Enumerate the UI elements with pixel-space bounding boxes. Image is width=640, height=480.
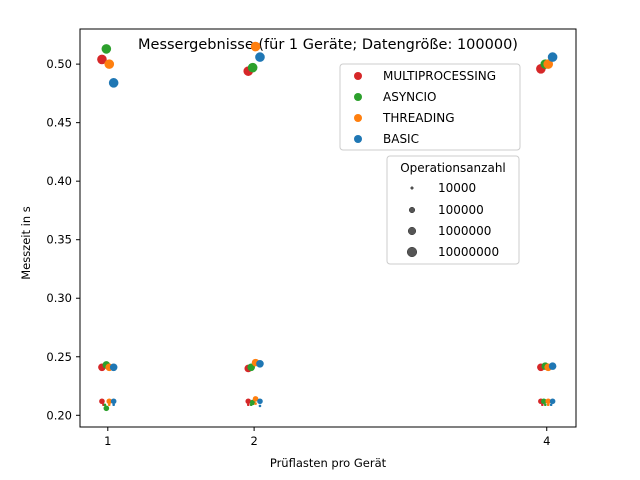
size-legend-marker-2 [407,226,417,236]
data-point-threading [104,59,115,69]
legend-label-0: MULTIPROCESSING [383,69,496,83]
x-axis-label: Prüflasten pro Gerät [270,456,387,470]
size-legend-label-0: 10000 [438,181,476,195]
data-point-multiprocessing [99,398,105,405]
data-point-basic [110,398,117,405]
series-legend-box [339,63,521,151]
size-legend-marker-3 [406,246,418,258]
data-point-multiprocessing [245,398,252,405]
data-point-threading [546,403,550,407]
size-legend-marker-0 [410,186,414,190]
x-axis: 1 2 4 [104,427,550,448]
data-point-asyncio [249,403,253,407]
size-legend-title: Operationsanzahl [400,161,506,175]
size-legend-marker-1 [408,206,416,214]
data-point-threading [250,41,261,52]
y-tick-label: 0.20 [46,408,72,422]
data-point-basic [256,359,264,368]
y-axis: 0.20 0.25 0.30 0.35 0.40 0.45 0.50 [46,57,80,422]
size-legend-label-2: 1000000 [438,224,491,238]
data-point-multiprocessing [541,403,544,407]
data-point-asyncio [247,62,258,73]
y-tick-label: 0.35 [46,233,72,247]
data-point-threading [107,403,111,407]
data-point-threading [543,59,554,69]
data-point-basic [257,398,263,405]
data-point-basic [549,403,553,407]
y-tick-label: 0.40 [46,174,72,188]
data-point-multiprocessing [97,54,107,65]
data-point-basic [108,78,119,88]
data-point-threading [106,398,113,405]
data-point-threading [252,396,259,402]
plot-frame [79,28,577,428]
data-point-threading [254,402,257,405]
data-point-multiprocessing [246,403,250,407]
size-legend-label-1: 100000 [438,203,484,217]
x-tick-label: 2 [250,434,257,448]
legend-label-1: ASYNCIO [383,90,437,104]
y-tick-label: 0.45 [46,116,72,130]
legend-label-3: BASIC [383,132,419,146]
data-point-basic [258,404,262,408]
data-point-basic [112,403,115,407]
data-point-asyncio [543,403,547,407]
data-point-asyncio [103,405,110,412]
data-point-threading [545,398,552,405]
data-point-basic [548,362,557,370]
y-tick-label: 0.25 [46,350,72,364]
data-point-basic [549,398,556,405]
data-point-basic [109,363,118,372]
legend-marker-1 [354,93,362,101]
size-legend-label-3: 10000000 [438,245,499,259]
y-tick-label: 0.50 [46,57,72,71]
plot-points [97,41,558,412]
series-legend: MULTIPROCESSING ASYNCIO THREADING BASIC [339,63,521,151]
chart-title: Messergebnisse (für 1 Geräte; Datengröße… [138,37,518,53]
size-legend: Operationsanzahl 10000 100000 1000000 10… [386,155,520,265]
x-tick-label: 4 [543,434,550,448]
data-point-basic [547,52,558,62]
size-legend-box [386,155,520,265]
legend-label-2: THREADING [382,111,455,125]
data-point-asyncio [101,44,112,54]
legend-marker-0 [354,72,362,80]
y-tick-label: 0.30 [46,291,72,305]
x-tick-label: 1 [104,434,111,448]
data-point-asyncio [103,403,107,407]
data-point-basic [255,52,265,62]
data-point-asyncio [541,398,547,405]
legend-marker-2 [354,114,362,122]
legend-marker-3 [354,135,362,143]
y-axis-label: Messzeit in s [19,206,33,280]
